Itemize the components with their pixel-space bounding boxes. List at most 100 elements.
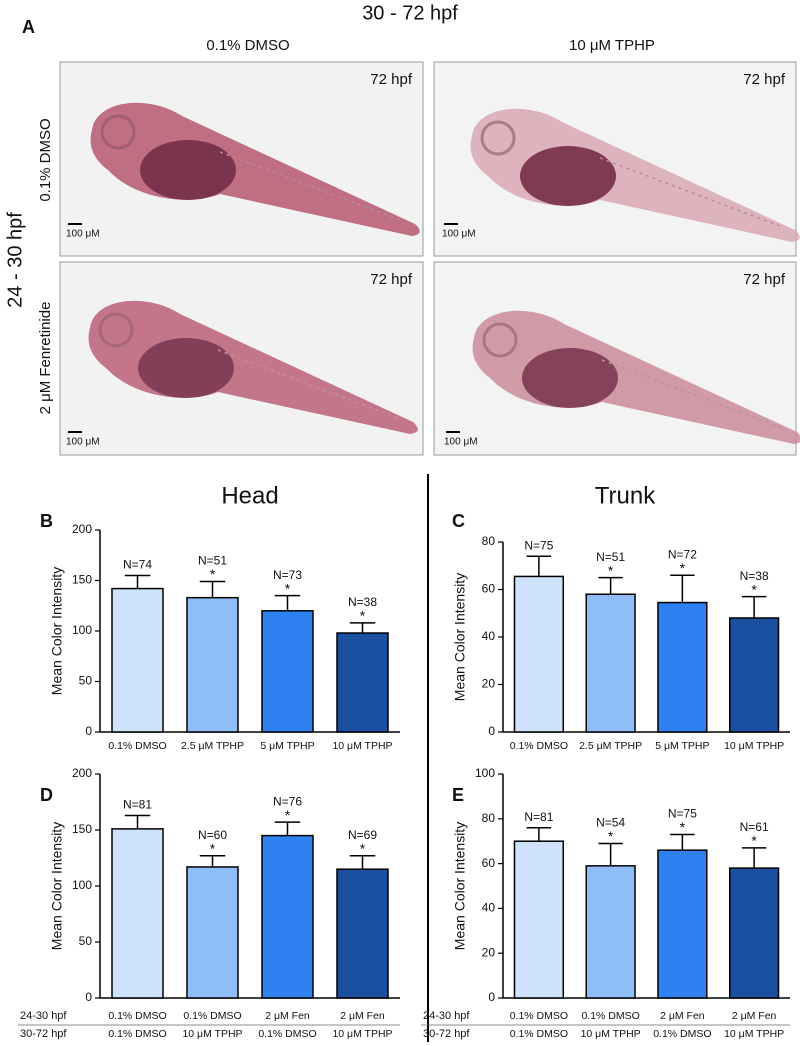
panel-letter: A <box>22 17 35 37</box>
x-tick-label: 10 μM TPHP <box>581 1028 641 1040</box>
column-label: 10 μM TPHP <box>569 37 655 54</box>
scale-label: 100 μM <box>444 437 478 448</box>
stage-label: 72 hpf <box>743 71 786 88</box>
y-tick-label: 0 <box>85 990 92 1004</box>
y-tick-label: 40 <box>482 629 496 643</box>
y-tick-label: 100 <box>475 766 495 780</box>
n-label: N=69 <box>348 828 377 842</box>
x-tick-label: 0.1% DMSO <box>108 1028 166 1040</box>
panel-letter: D <box>40 785 53 805</box>
significance-label: * <box>751 833 757 849</box>
scale-label: 100 μM <box>66 229 100 240</box>
x-tick-label: 2.5 μM TPHP <box>181 740 244 752</box>
x-tick-label: 0.1% DMSO <box>108 1010 166 1022</box>
y-tick-label: 0 <box>85 724 92 738</box>
y-tick-label: 20 <box>482 945 496 959</box>
y-axis-label: Mean Color Intensity <box>452 822 468 950</box>
row-label: 0.1% DMSO <box>37 118 54 201</box>
y-tick-label: 50 <box>79 674 93 688</box>
n-label: N=38 <box>740 569 769 583</box>
n-label: N=60 <box>198 828 227 842</box>
bar <box>261 834 314 999</box>
significance-label: * <box>285 807 291 823</box>
n-label: N=72 <box>668 547 697 561</box>
n-label: N=76 <box>273 794 302 808</box>
y-tick-label: 200 <box>72 522 92 536</box>
y-axis-label: Mean Color Intensity <box>49 567 65 695</box>
x-tick-label: 0.1% DMSO <box>510 1028 568 1040</box>
x-tick-label: 5 μM TPHP <box>260 740 314 752</box>
x-tick-label: 0.1% DMSO <box>183 1010 241 1022</box>
y-tick-label: 60 <box>482 856 496 870</box>
bar <box>186 596 239 733</box>
n-label: N=51 <box>596 550 625 564</box>
x-tick-label: 2 μM Fen <box>265 1010 310 1022</box>
y-tick-label: 150 <box>72 822 92 836</box>
bar <box>657 849 708 999</box>
significance-label: * <box>360 608 366 624</box>
category-level-name: 24-30 hpf <box>20 1010 67 1022</box>
y-tick-label: 40 <box>482 901 496 915</box>
bar <box>728 617 780 733</box>
panel-letter: B <box>40 511 53 531</box>
n-label: N=61 <box>740 820 769 834</box>
y-tick-label: 0 <box>488 724 495 738</box>
row-label: 2 μM Fenretinide <box>37 302 54 415</box>
micrograph: 72 hpf 100 μM <box>59 261 424 456</box>
category-level-name: 30-72 hpf <box>423 1028 470 1040</box>
significance-label: * <box>210 840 216 856</box>
bar <box>111 587 164 733</box>
y-tick-label: 100 <box>72 623 92 637</box>
stage-label: 72 hpf <box>743 271 786 288</box>
significance-label: * <box>608 562 614 578</box>
scale-label: 100 μM <box>66 437 100 448</box>
chart-title: Head <box>221 482 278 509</box>
bar <box>585 865 636 999</box>
significance-label: * <box>285 580 291 596</box>
significance-label: * <box>210 566 216 582</box>
n-label: N=75 <box>524 538 553 552</box>
panel-letter: C <box>452 511 465 531</box>
y-tick-label: 50 <box>79 934 93 948</box>
bar <box>657 601 708 733</box>
bar <box>728 867 780 999</box>
x-tick-label: 0.1% DMSO <box>510 740 568 752</box>
n-label: N=51 <box>198 554 227 568</box>
y-tick-label: 150 <box>72 573 92 587</box>
bar <box>336 868 389 999</box>
n-label: N=81 <box>524 810 553 824</box>
category-level-name: 30-72 hpf <box>20 1028 67 1040</box>
category-level-name: 24-30 hpf <box>423 1010 470 1022</box>
y-tick-label: 200 <box>72 766 92 780</box>
n-label: N=38 <box>348 595 377 609</box>
micrograph: 72 hpf 100 μM <box>433 261 800 456</box>
x-tick-label: 0.1% DMSO <box>108 740 166 752</box>
significance-label: * <box>751 581 757 597</box>
bar <box>261 610 314 733</box>
x-tick-label: 10 μM TPHP <box>724 740 784 752</box>
significance-label: * <box>360 840 366 856</box>
n-label: N=54 <box>596 816 625 830</box>
n-label: N=73 <box>273 568 302 582</box>
bar <box>336 632 389 733</box>
y-tick-label: 20 <box>482 677 496 691</box>
x-tick-label: 10 μM TPHP <box>724 1028 784 1040</box>
significance-label: * <box>680 560 686 576</box>
x-tick-label: 2 μM Fen <box>340 1010 385 1022</box>
y-tick-label: 60 <box>482 582 496 596</box>
y-tick-label: 0 <box>488 990 495 1004</box>
panel-letter: E <box>452 785 464 805</box>
bar <box>513 575 565 733</box>
x-tick-label: 10 μM TPHP <box>332 1028 392 1040</box>
scale-label: 100 μM <box>442 229 476 240</box>
significance-label: * <box>608 828 614 844</box>
bar <box>111 828 164 999</box>
n-label: N=74 <box>123 558 152 572</box>
bar <box>186 866 239 999</box>
x-tick-label: 2 μM Fen <box>660 1010 705 1022</box>
micrograph: 72 hpf 100 μM <box>433 61 800 257</box>
x-tick-label: 2.5 μM TPHP <box>579 740 642 752</box>
bar <box>513 840 565 999</box>
x-tick-label: 0.1% DMSO <box>258 1028 316 1040</box>
